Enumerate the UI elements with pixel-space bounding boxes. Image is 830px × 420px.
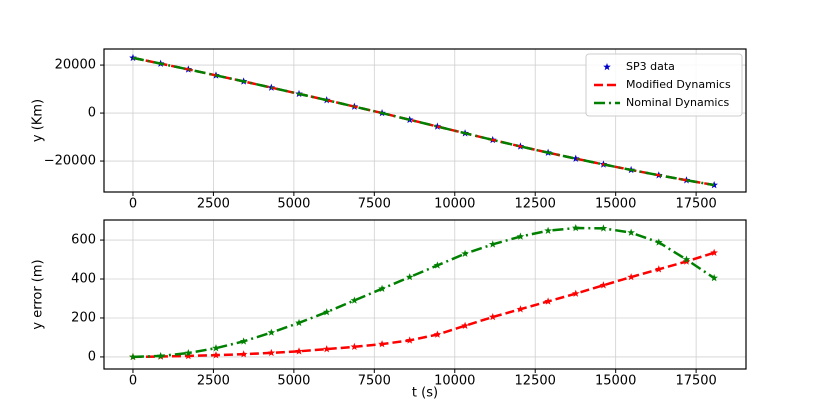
star-marker bbox=[405, 273, 414, 281]
x-tick-label: 12500 bbox=[515, 197, 556, 212]
star-marker bbox=[239, 350, 248, 358]
axes-frame bbox=[103, 48, 747, 193]
star-marker bbox=[571, 289, 580, 297]
star-marker bbox=[544, 226, 552, 234]
plot-area bbox=[129, 53, 718, 189]
y-tick-label: 200 bbox=[71, 310, 96, 325]
star-marker bbox=[129, 352, 137, 361]
x-tick-label: 7500 bbox=[358, 197, 391, 212]
series-line bbox=[132, 56, 715, 187]
x-tick-label: 10000 bbox=[434, 374, 475, 389]
star-marker bbox=[239, 337, 248, 345]
star-marker bbox=[295, 318, 303, 327]
star-marker bbox=[461, 249, 469, 257]
star-marker bbox=[571, 154, 580, 162]
x-tick-label: 2500 bbox=[197, 197, 230, 212]
y-tick-label: 0 bbox=[88, 106, 96, 121]
star-marker bbox=[516, 232, 525, 240]
y-axis-label: y (Km) bbox=[31, 99, 46, 142]
star-marker bbox=[488, 313, 497, 321]
star-marker bbox=[267, 328, 276, 336]
star-marker bbox=[295, 347, 303, 355]
star-marker bbox=[682, 255, 691, 263]
star-marker bbox=[350, 296, 359, 304]
plot-area bbox=[129, 223, 718, 361]
legend-label: SP3 data bbox=[626, 60, 675, 73]
star-marker bbox=[544, 297, 552, 305]
x-tick-label: 0 bbox=[129, 197, 137, 212]
x-tick-label: 15000 bbox=[595, 197, 636, 212]
legend-label: Nominal Dynamics bbox=[626, 96, 730, 109]
y-axis-label: y error (m) bbox=[31, 259, 46, 329]
star-marker bbox=[433, 261, 442, 269]
x-tick-label: 12500 bbox=[515, 374, 556, 389]
star-marker bbox=[267, 348, 276, 357]
star-marker bbox=[184, 351, 193, 360]
star-marker bbox=[350, 342, 359, 351]
star-marker bbox=[322, 308, 331, 316]
star-marker bbox=[710, 274, 718, 282]
star-marker bbox=[129, 53, 137, 62]
star-marker bbox=[627, 273, 635, 281]
axes-frame bbox=[103, 219, 747, 370]
x-axis-label: t (s) bbox=[412, 386, 438, 401]
star-marker bbox=[654, 265, 663, 273]
x-tick-label: 10000 bbox=[434, 197, 475, 212]
legend-box bbox=[585, 53, 743, 117]
star-marker bbox=[405, 336, 414, 344]
star-marker bbox=[212, 351, 220, 359]
y-tick-label: 0 bbox=[88, 349, 96, 364]
star-marker bbox=[156, 351, 165, 360]
legend-label: Modified Dynamics bbox=[626, 78, 731, 91]
series-line bbox=[132, 226, 715, 359]
star-marker bbox=[433, 122, 442, 130]
star-marker bbox=[627, 228, 635, 236]
star-marker bbox=[599, 224, 608, 232]
star-marker bbox=[488, 240, 497, 248]
star-marker bbox=[212, 344, 220, 352]
star-marker bbox=[184, 349, 193, 357]
x-tick-label: 2500 bbox=[197, 374, 230, 389]
star-marker bbox=[378, 284, 386, 292]
star-marker bbox=[710, 248, 718, 256]
star-marker bbox=[378, 340, 386, 348]
x-tick-label: 17500 bbox=[675, 197, 716, 212]
x-tick-label: 7500 bbox=[358, 374, 391, 389]
x-tick-label: 5000 bbox=[277, 374, 310, 389]
star-marker bbox=[322, 345, 331, 353]
x-tick-label: 17500 bbox=[675, 374, 716, 389]
star-marker bbox=[654, 238, 663, 246]
star-marker bbox=[516, 305, 525, 313]
star-marker bbox=[599, 281, 608, 289]
x-tick-label: 0 bbox=[129, 374, 137, 389]
y-tick-label: 20000 bbox=[55, 58, 96, 73]
y-tick-label: 600 bbox=[71, 233, 96, 248]
series-line bbox=[132, 251, 715, 359]
star-marker bbox=[571, 223, 580, 232]
y-tick-label: 400 bbox=[71, 272, 96, 287]
x-tick-label: 5000 bbox=[277, 197, 310, 212]
star-marker bbox=[461, 321, 469, 329]
x-tick-label: 15000 bbox=[595, 374, 636, 389]
legend-swatch bbox=[603, 63, 611, 71]
star-marker bbox=[433, 330, 442, 338]
y-tick-label: −20000 bbox=[44, 154, 96, 169]
